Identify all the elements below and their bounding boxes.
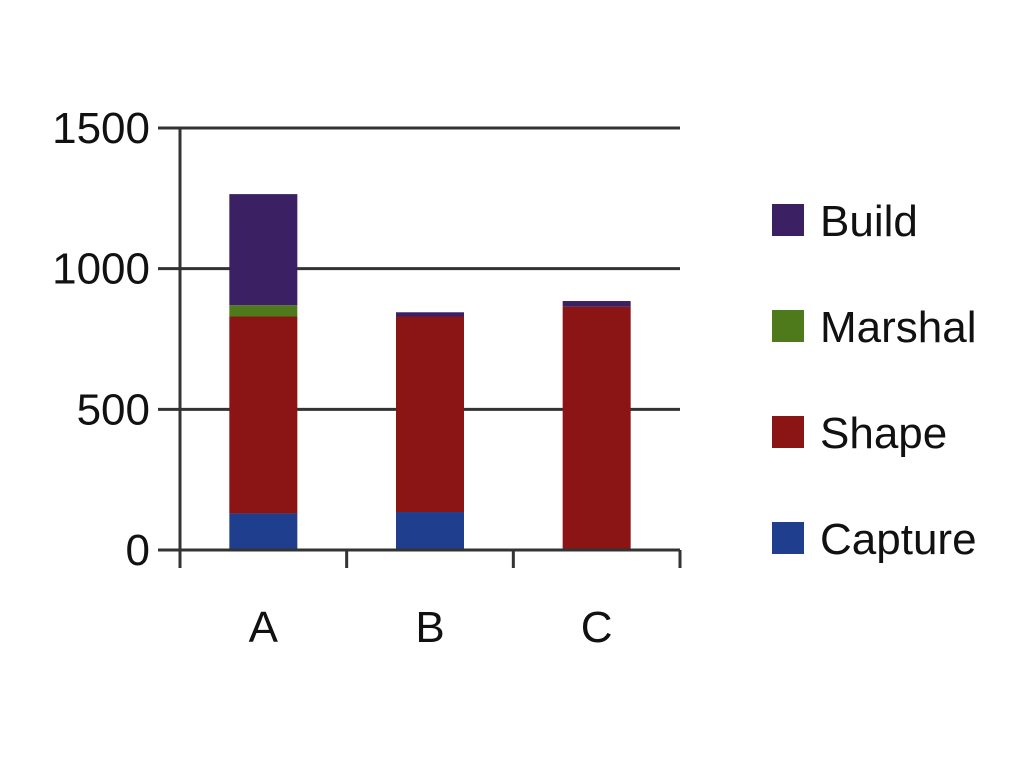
x-tick-label-c: C xyxy=(581,603,613,652)
legend: Build Marshal Shape Capture xyxy=(772,197,977,564)
x-axis-ticks: A B C xyxy=(180,550,680,652)
x-tick-label-b: B xyxy=(415,603,444,652)
bar-segment-b-capture xyxy=(396,512,464,550)
bars xyxy=(229,194,630,550)
legend-swatch-shape xyxy=(772,416,804,448)
bar-segment-a-build xyxy=(229,194,297,305)
legend-swatch-marshal xyxy=(772,310,804,342)
bar-segment-b-shape xyxy=(396,316,464,512)
legend-swatch-build xyxy=(772,204,804,236)
x-tick-label-a: A xyxy=(249,603,279,652)
bar-segment-c-build xyxy=(563,301,631,307)
y-axis-ticks: 0 500 1000 1500 xyxy=(52,104,180,575)
legend-label-capture: Capture xyxy=(820,515,977,564)
bar-segment-a-marshal xyxy=(229,305,297,316)
legend-swatch-capture xyxy=(772,522,804,554)
legend-label-build: Build xyxy=(820,197,918,246)
legend-label-marshal: Marshal xyxy=(820,303,977,352)
y-tick-label: 1500 xyxy=(52,104,150,153)
bar-segment-a-shape xyxy=(229,316,297,513)
bar-segment-a-capture xyxy=(229,513,297,550)
y-tick-label: 1000 xyxy=(52,245,150,294)
bar-segment-b-build xyxy=(396,312,464,316)
y-tick-label: 0 xyxy=(126,526,150,575)
y-tick-label: 500 xyxy=(77,385,150,434)
legend-label-shape: Shape xyxy=(820,409,947,458)
bar-segment-c-shape xyxy=(563,307,631,550)
